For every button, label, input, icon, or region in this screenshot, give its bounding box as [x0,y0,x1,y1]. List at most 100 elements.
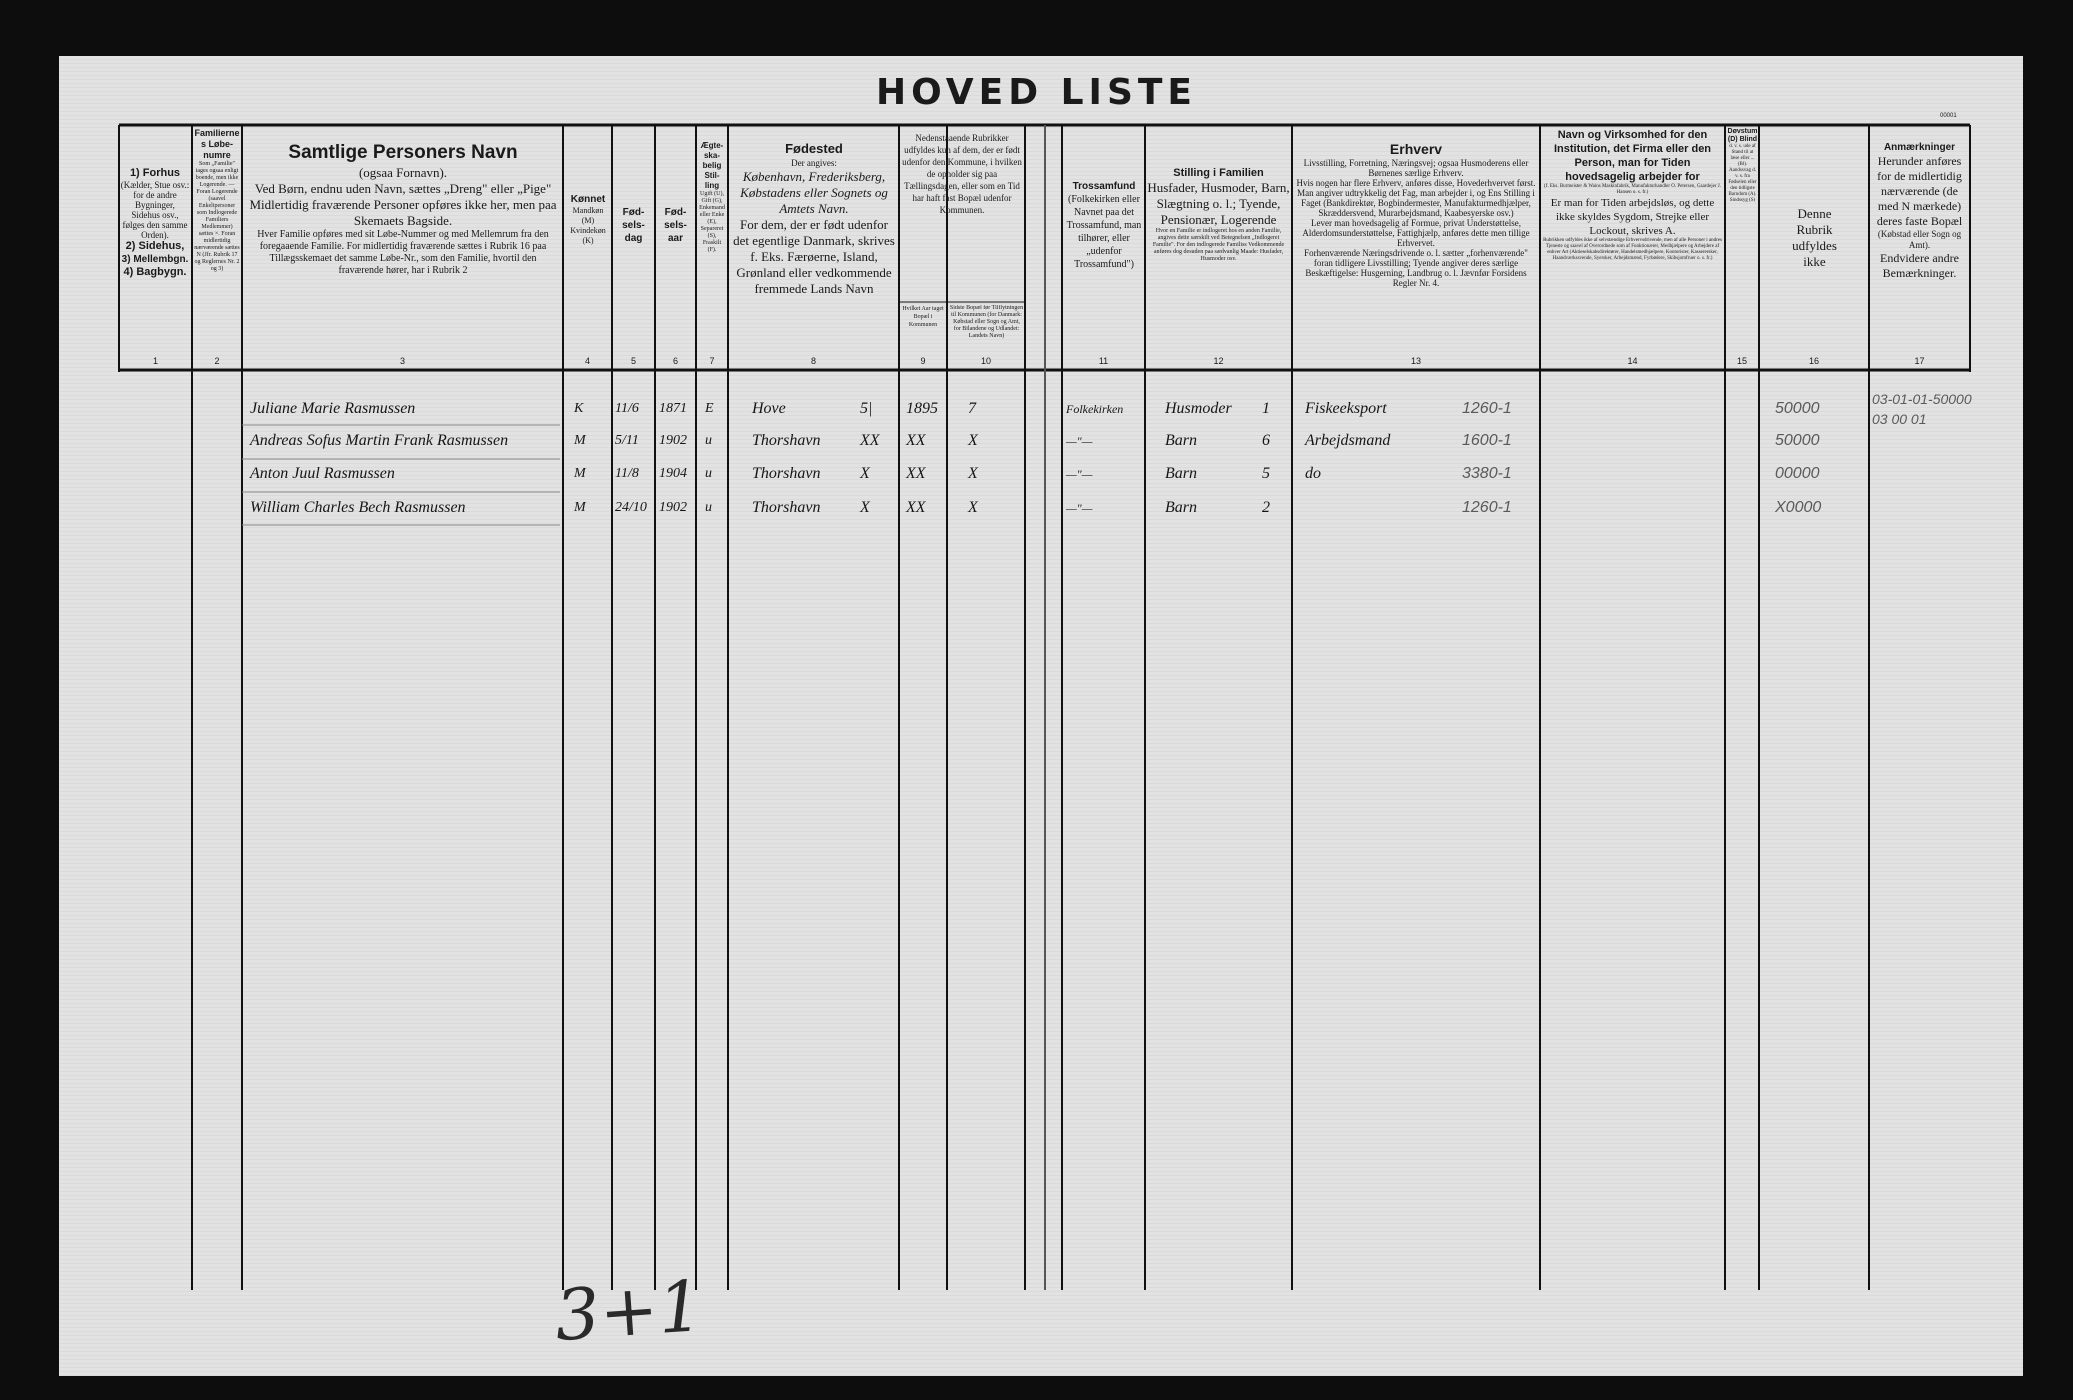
cell-year-moved: XX [906,432,926,449]
cell-col16: 50000 [1775,400,1820,417]
cell-birth-year: 1904 [659,466,687,481]
cell-religion: —"— [1066,434,1093,448]
header-col-14: Navn og Virksomhed for den Institution, … [1543,129,1722,261]
cell-sex: K [574,401,584,416]
column-number: 8 [810,356,816,366]
handwritten-note: 3+1 [552,1264,706,1358]
header-col-6: Fød-sels-aar [664,207,687,244]
form-number: 00001 [1940,113,1957,119]
header-col-9-10: Nedenstaaende Rubrikker udfyldes kun af … [902,133,1022,215]
cell-occupation: do [1305,465,1321,482]
cell-sex: M [574,500,586,515]
column-number: 16 [1808,356,1819,366]
cell-birthplace: Hove [752,400,786,417]
cell-name: William Charles Bech Rasmussen [250,499,466,516]
column-number: 15 [1736,356,1747,366]
column-number: 6 [672,356,678,366]
cell-occupation: Fiskeeksport [1305,400,1387,417]
cell-prev-residence: 7 [968,400,976,417]
header-col-11: Trossamfund (Folkekirken eller Navnet paa… [1066,181,1142,270]
header-col-15: Døvstum (D) Blind d. v. s. ude af Stand t… [1727,128,1758,203]
cell-prev-residence: X [968,499,978,516]
cell-birth-day: 11/6 [615,401,639,416]
cell-family-position: Barn [1165,432,1197,449]
cell-birth-year: 1902 [659,433,687,448]
cell-fp-code: 6 [1262,432,1270,449]
cell-c9a: XX [860,432,880,449]
cell-occ-code: 1260-1 [1462,400,1512,417]
column-number: 11 [1098,356,1109,366]
header-col-8: Fødested Der angives: København, Frederiks… [733,141,895,296]
cell-sex: M [574,433,586,448]
header-col-9: Hvilket Aar taget Bopæl i Kommunen [902,306,944,328]
cell-marital: u [705,433,712,448]
cell-year-moved: XX [906,465,926,482]
column-number: 3 [399,356,405,366]
header-col-12: Stilling i Familien Husfader, Husmoder, B… [1147,167,1290,262]
cell-name: Andreas Sofus Martin Frank Rasmussen [250,432,509,449]
column-number: 2 [214,356,220,366]
header-col-4: Kønnet Mandkøn (M) Kvindekøn (K) [570,194,606,245]
header-col-7: Ægte-ska-belig Stil-ling Ugift (U), Gift … [699,141,725,253]
column-number: 13 [1410,356,1421,366]
cell-c9a: X [860,499,870,516]
cell-fp-code: 2 [1262,499,1270,516]
column-number: 7 [709,356,715,366]
cell-col16: X0000 [1775,499,1822,516]
cell-family-position: Husmoder [1165,400,1232,417]
cell-marital: u [705,500,712,515]
cell-year-moved: 1895 [906,400,938,417]
column-number: 4 [584,356,590,366]
cell-birth-year: 1871 [659,401,687,416]
cell-religion: —"— [1066,467,1093,481]
column-number: 17 [1914,356,1925,366]
cell-birth-day: 5/11 [615,433,639,448]
cell-birthplace: Thorshavn [752,499,821,516]
cell-birth-day: 24/10 [615,500,647,515]
header-col-1: 1) Forhus (Kælder, Stue osv.: for de andr… [120,167,190,278]
page-title: HOVED LISTE [875,72,1198,113]
column-number: 14 [1627,356,1638,366]
header-col-3: Samtlige Personers Navn (ogsaa Fornavn).… [249,142,557,276]
column-number: 12 [1213,356,1224,366]
cell-fp-code: 1 [1262,400,1270,417]
header-col-5: Fød-sels-dag [622,207,645,244]
cell-sex: M [574,466,586,481]
column-number: 10 [980,356,991,366]
cell-fp-code: 5 [1262,465,1270,482]
cell-remarks: 03-01-01-50000 [1872,391,1972,407]
header-col-10: Sidste Bopæl før Tilflytningen til Kommu… [949,305,1024,339]
cell-name: Anton Juul Rasmussen [250,465,395,482]
cell-birthplace: Thorshavn [752,465,821,482]
cell-occ-code: 1260-1 [1462,499,1512,516]
column-number: 9 [920,356,926,366]
census-sheet [59,56,2023,1376]
cell-c9a: X [860,465,870,482]
cell-occupation: Arbejdsmand [1305,432,1391,449]
cell-prev-residence: X [968,465,978,482]
cell-birth-year: 1902 [659,500,687,515]
header-col-17: Anmærkninger Herunder anføres for de midl… [1876,142,1963,280]
cell-religion: Folkekirken [1066,402,1124,416]
cell-family-position: Barn [1165,499,1197,516]
header-col-13: Erhverv Livsstilling, Forretning, Næring… [1296,141,1536,288]
cell-prev-residence: X [968,432,978,449]
cell-religion: —"— [1066,501,1093,515]
cell-year-moved: XX [906,499,926,516]
cell-col16: 00000 [1775,465,1820,482]
header-col-16: Denne Rubrik udfyldes ikke [1792,206,1837,269]
cell-birthplace: Thorshavn [752,432,821,449]
cell-col16: 50000 [1775,432,1820,449]
column-number: 1 [152,356,158,366]
cell-marital: u [705,466,712,481]
cell-name: Juliane Marie Rasmussen [250,400,416,417]
cell-remarks: 03 00 01 [1872,411,1927,427]
cell-family-position: Barn [1165,465,1197,482]
cell-c9a: 5| [860,400,873,417]
column-number: 5 [630,356,636,366]
header-col-2: Familiernes Løbe-numre Som „Familie" tage… [194,128,240,272]
cell-occ-code: 1600-1 [1462,432,1512,449]
cell-birth-day: 11/8 [615,466,639,481]
cell-occ-code: 3380-1 [1462,465,1512,482]
